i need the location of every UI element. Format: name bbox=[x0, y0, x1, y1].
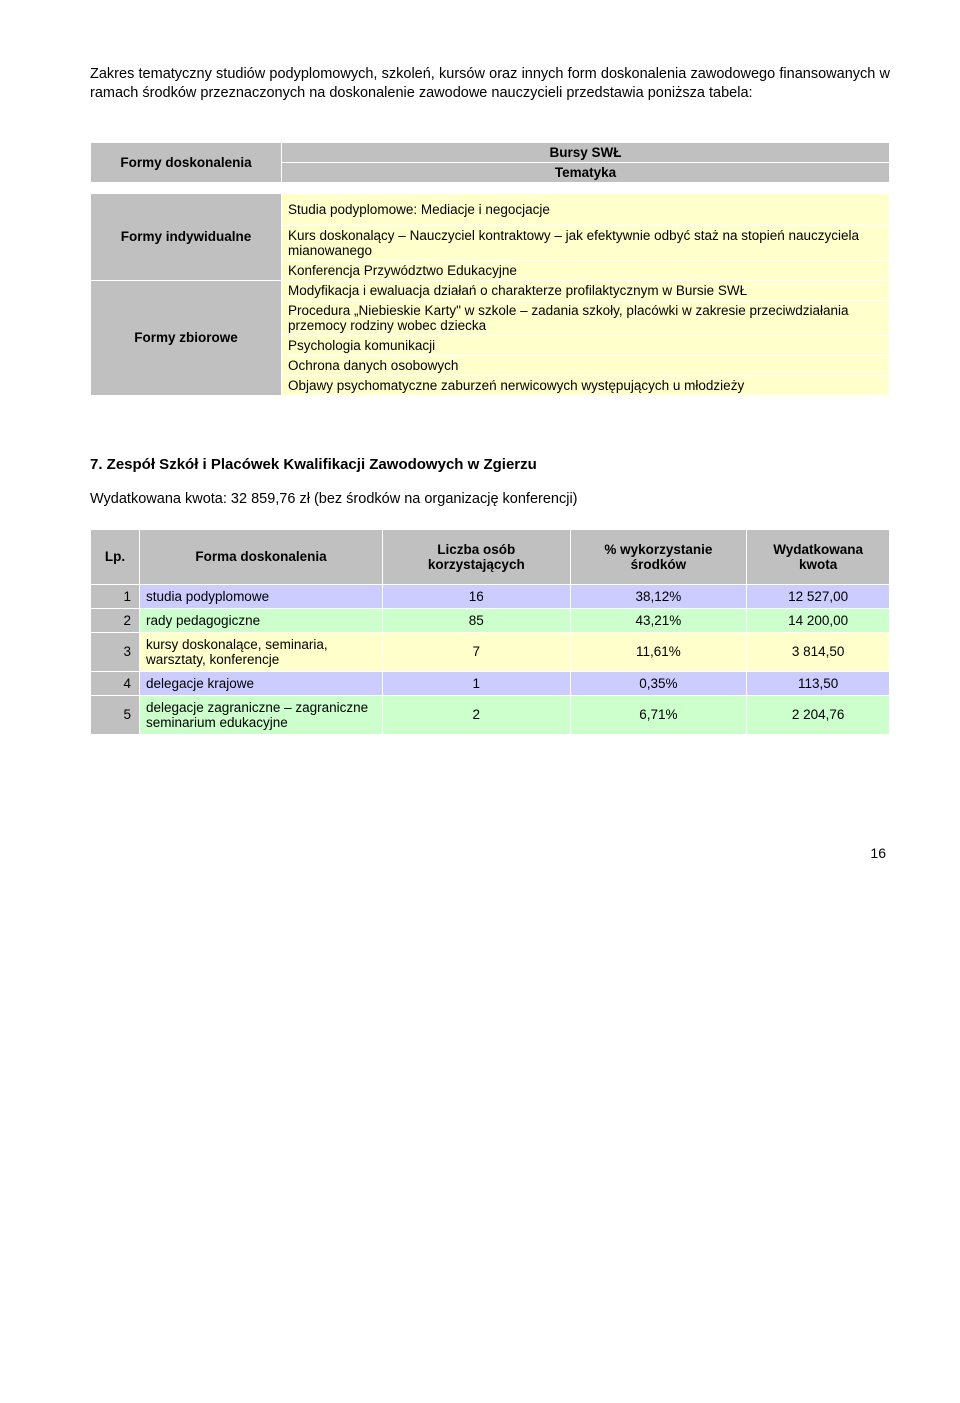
section7-spent-line: Wydatkowana kwota: 32 859,76 zł (bez śro… bbox=[90, 491, 890, 507]
cell-count: 16 bbox=[383, 584, 571, 608]
cell-form: studia podyplomowe bbox=[140, 584, 383, 608]
cell-amount: 14 200,00 bbox=[747, 608, 890, 632]
table1-group-item: Ochrona danych osobowych bbox=[282, 355, 890, 375]
cell-pct: 11,61% bbox=[570, 632, 747, 671]
table-row: 2rady pedagogiczne8543,21%14 200,00 bbox=[91, 608, 890, 632]
table-row: 1studia podyplomowe1638,12%12 527,00 bbox=[91, 584, 890, 608]
tbl2-header-form: Forma doskonalenia bbox=[140, 529, 383, 584]
cell-lp: 1 bbox=[91, 584, 140, 608]
cell-lp: 5 bbox=[91, 695, 140, 734]
table1-group-item: Objawy psychomatyczne zaburzeń nerwicowy… bbox=[282, 375, 890, 395]
cell-amount: 113,50 bbox=[747, 671, 890, 695]
table1-title: Bursy SWŁ bbox=[282, 142, 890, 162]
tbl2-header-pct: % wykorzystanie środków bbox=[570, 529, 747, 584]
cell-lp: 2 bbox=[91, 608, 140, 632]
cell-form: kursy doskonalące, seminaria, warsztaty,… bbox=[140, 632, 383, 671]
table1-col1-header: Formy doskonalenia bbox=[91, 142, 282, 182]
tbl2-header-lp: Lp. bbox=[91, 529, 140, 584]
cell-pct: 38,12% bbox=[570, 584, 747, 608]
table1-subtitle: Tematyka bbox=[282, 162, 890, 182]
table1-group-item: Psychologia komunikacji bbox=[282, 335, 890, 355]
table1-group-item: Modyfikacja i ewaluacja działań o charak… bbox=[282, 280, 890, 300]
cell-count: 2 bbox=[383, 695, 571, 734]
table1-individual-item: Konferencja Przywództwo Edukacyjne bbox=[282, 260, 890, 280]
page-number: 16 bbox=[90, 845, 890, 861]
cell-amount: 12 527,00 bbox=[747, 584, 890, 608]
cell-pct: 43,21% bbox=[570, 608, 747, 632]
table1-group-label: Formy zbiorowe bbox=[91, 280, 282, 395]
cell-form: delegacje zagraniczne – zagraniczne semi… bbox=[140, 695, 383, 734]
cell-form: delegacje krajowe bbox=[140, 671, 383, 695]
table-row: 5delegacje zagraniczne – zagraniczne sem… bbox=[91, 695, 890, 734]
table-row: 3kursy doskonalące, seminaria, warsztaty… bbox=[91, 632, 890, 671]
cell-amount: 3 814,50 bbox=[747, 632, 890, 671]
section7-heading: 7. Zespół Szkół i Placówek Kwalifikacji … bbox=[90, 456, 890, 473]
thematic-scope-table: Formy doskonalenia Bursy SWŁ Tematyka Fo… bbox=[90, 142, 890, 396]
expenditure-table: Lp. Forma doskonalenia Liczba osób korzy… bbox=[90, 529, 890, 735]
table1-individual-item: Kurs doskonalący – Nauczyciel kontraktow… bbox=[282, 225, 890, 260]
cell-pct: 0,35% bbox=[570, 671, 747, 695]
cell-count: 7 bbox=[383, 632, 571, 671]
tbl2-header-count: Liczba osób korzystających bbox=[383, 529, 571, 584]
cell-pct: 6,71% bbox=[570, 695, 747, 734]
cell-lp: 3 bbox=[91, 632, 140, 671]
table1-individual-label: Formy indywidualne bbox=[91, 193, 282, 280]
table1-individual-item: Studia podyplomowe: Mediacje i negocjacj… bbox=[282, 193, 890, 225]
table-row: 4delegacje krajowe10,35%113,50 bbox=[91, 671, 890, 695]
intro-paragraph: Zakres tematyczny studiów podyplomowych,… bbox=[90, 65, 890, 104]
cell-count: 1 bbox=[383, 671, 571, 695]
cell-form: rady pedagogiczne bbox=[140, 608, 383, 632]
cell-amount: 2 204,76 bbox=[747, 695, 890, 734]
table1-group-item: Procedura „Niebieskie Karty" w szkole – … bbox=[282, 300, 890, 335]
cell-count: 85 bbox=[383, 608, 571, 632]
cell-lp: 4 bbox=[91, 671, 140, 695]
tbl2-header-amount: Wydatkowana kwota bbox=[747, 529, 890, 584]
